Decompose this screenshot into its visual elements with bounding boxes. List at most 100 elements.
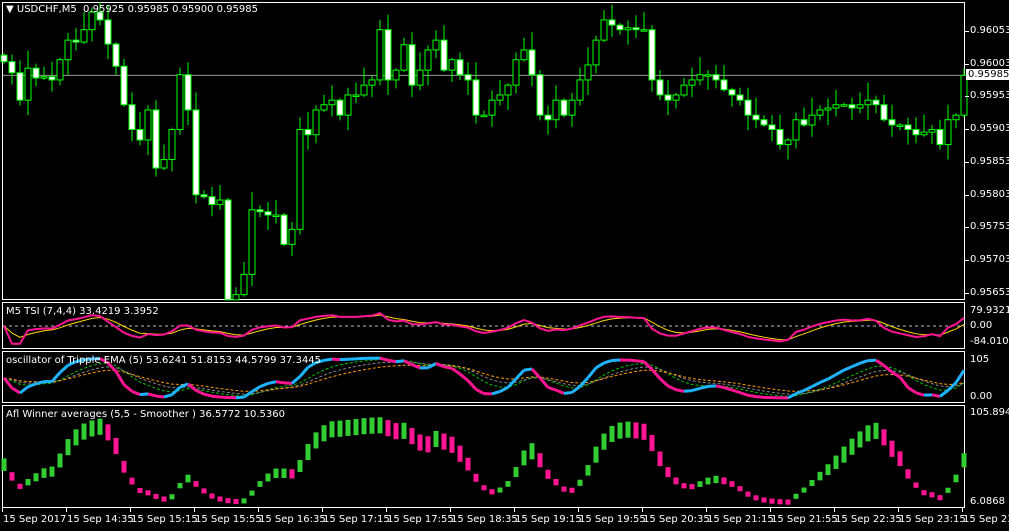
- tema-line-segment: [578, 376, 590, 388]
- bull-candle: [680, 84, 688, 96]
- time-tick: [962, 508, 963, 512]
- afl-bar-body: [113, 438, 119, 455]
- afl-bar-body: [81, 423, 87, 440]
- afl-bar-body: [393, 423, 399, 440]
- bull-candle: [368, 79, 376, 86]
- tema-line-segment: [50, 371, 62, 383]
- symbol-name: USDCHF,M5: [16, 4, 77, 15]
- time-tick: [258, 508, 259, 512]
- tsi-axis-max: 79.9321: [970, 305, 1009, 316]
- price-tick: [965, 227, 969, 229]
- tema-line-segment: [58, 364, 70, 374]
- tema-line-segment: [459, 372, 469, 382]
- bear-candle: [32, 67, 40, 79]
- afl-bar-body: [785, 499, 791, 502]
- afl-bar-body: [417, 434, 423, 451]
- price-axis-label: 0.96003: [970, 57, 1009, 69]
- afl-bar-body: [817, 471, 823, 481]
- tema-panel[interactable]: [2, 351, 965, 403]
- afl-bar-body: [49, 466, 55, 477]
- bull-candle: [952, 114, 960, 121]
- bear-candle: [760, 119, 768, 126]
- afl-bar-body: [657, 451, 663, 467]
- tema-line-segment: [843, 365, 853, 372]
- bull-candle: [504, 84, 512, 96]
- price-tick: [965, 31, 969, 32]
- tema-line-segment: [723, 386, 733, 392]
- tema-line-segment: [699, 384, 709, 390]
- afl-bar-body: [553, 479, 559, 486]
- tema-line-segment: [67, 360, 77, 367]
- time-tick: [642, 508, 643, 512]
- bull-candle: [328, 99, 336, 106]
- afl-bar-body: [681, 483, 687, 489]
- afl-bar-body: [257, 481, 263, 487]
- tema-line-segment: [275, 380, 285, 385]
- time-axis-label: 15 Sep 20:35: [643, 514, 710, 525]
- price-axis-label: 0.95853: [970, 155, 1009, 167]
- tema-line-segment: [170, 386, 182, 396]
- bear-candle: [256, 209, 264, 213]
- afl-bar-body: [505, 481, 511, 487]
- afl-bar-body: [857, 431, 863, 448]
- afl-bar-body: [201, 488, 207, 492]
- afl-bar-body: [873, 422, 879, 439]
- afl-bar-body: [409, 428, 415, 445]
- bull-candle: [400, 44, 408, 71]
- afl-bar-body: [297, 460, 303, 473]
- afl-bar-body: [281, 468, 287, 478]
- bear-candle: [728, 89, 736, 96]
- time-axis-label: 15 Sep 16:35: [259, 514, 326, 525]
- bear-candle: [744, 99, 752, 116]
- afl-bar-body: [633, 422, 639, 439]
- bull-candle: [168, 129, 176, 161]
- time-axis-label: 15 Sep 19:55: [579, 514, 646, 525]
- bear-candle: [848, 104, 856, 109]
- time-axis-label: 15 Sep 22:35: [835, 514, 902, 525]
- bear-candle: [384, 29, 392, 81]
- bull-candle: [232, 294, 240, 301]
- afl-bar-body: [961, 453, 967, 468]
- tema-line-segment: [611, 358, 621, 362]
- afl-bar-body: [465, 457, 471, 471]
- bull-candle: [840, 104, 848, 107]
- bull-candle: [816, 109, 824, 116]
- afl-axis-max: 105.8949: [970, 407, 1009, 418]
- afl-bar-body: [721, 477, 727, 485]
- price-panel[interactable]: [2, 2, 965, 300]
- tema-label: oscillator of Tripple EMA (5) 53.6241 51…: [6, 355, 322, 366]
- afl-bar-body: [713, 475, 719, 484]
- afl-bar-body: [41, 468, 47, 478]
- time-tick: [834, 508, 835, 512]
- bear-candle: [656, 79, 664, 96]
- symbol-header[interactable]: ▼ USDCHF,M5 0.95925 0.95985 0.95900 0.95…: [6, 4, 258, 15]
- afl-bar-body: [537, 453, 543, 468]
- afl-bar-body: [937, 495, 943, 498]
- bear-candle: [280, 214, 288, 245]
- afl-bar-body: [689, 484, 695, 489]
- bear-candle: [880, 104, 888, 121]
- bull-candle: [672, 94, 680, 101]
- afl-bar-body: [729, 481, 735, 487]
- time-axis-label: 15 Sep 19:15: [515, 514, 582, 525]
- afl-bar-body: [705, 477, 711, 485]
- bull-candle: [144, 109, 152, 141]
- time-tick: [130, 508, 131, 512]
- bull-candle: [808, 114, 816, 126]
- tema-line-segment: [642, 360, 654, 371]
- afl-bar-body: [641, 423, 647, 440]
- afl-bar-body: [449, 436, 455, 453]
- afl-bar-body: [673, 477, 679, 485]
- tema-line-segment: [395, 359, 405, 364]
- afl-bar-body: [129, 477, 135, 485]
- bull-candle: [640, 29, 648, 32]
- afl-bar: [225, 498, 231, 504]
- afl-bar-body: [217, 496, 223, 499]
- afl-bar-body: [273, 468, 279, 479]
- time-tick: [706, 508, 707, 512]
- triangle-down-icon[interactable]: ▼: [6, 4, 14, 15]
- bull-candle: [344, 94, 352, 116]
- afl-bar-body: [353, 419, 359, 436]
- bear-candle: [536, 74, 544, 116]
- tema-line-segment: [755, 395, 765, 399]
